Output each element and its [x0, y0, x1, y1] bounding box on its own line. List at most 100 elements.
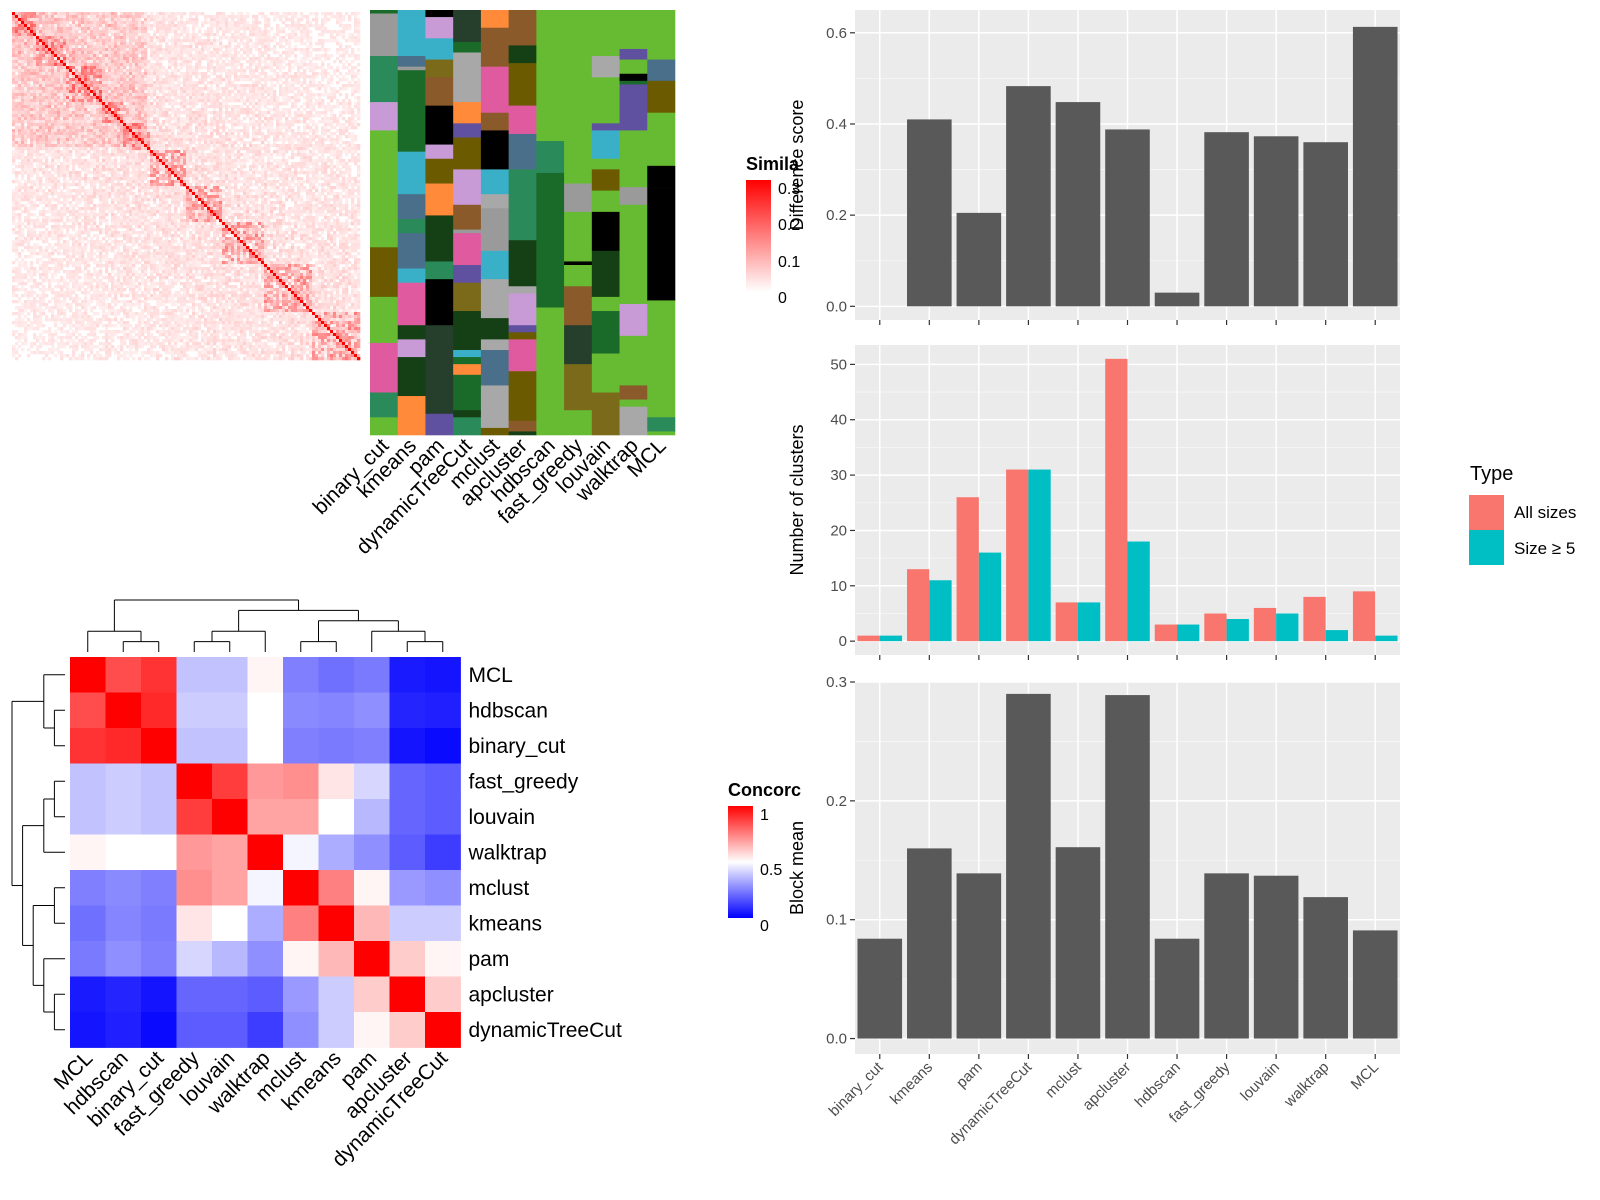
similarity-cell: [282, 30, 286, 34]
similarity-cell: [165, 48, 169, 52]
similarity-cell: [153, 30, 157, 34]
similarity-cell: [117, 129, 121, 133]
similarity-cell: [153, 24, 157, 28]
similarity-cell: [315, 162, 319, 166]
similarity-cell: [141, 15, 145, 19]
similarity-cell: [84, 75, 88, 79]
similarity-cell: [90, 30, 94, 34]
similarity-cell: [309, 129, 313, 133]
similarity-cell: [87, 111, 91, 115]
similarity-cell: [93, 123, 97, 127]
similarity-cell: [147, 105, 151, 109]
similarity-cell: [252, 24, 256, 28]
similarity-cell: [93, 105, 97, 109]
similarity-cell: [105, 51, 109, 55]
similarity-cell: [306, 144, 310, 148]
similarity-cell: [237, 30, 241, 34]
similarity-cell: [30, 36, 34, 40]
similarity-cell: [333, 30, 337, 34]
similarity-cell: [213, 105, 217, 109]
similarity-cell: [168, 156, 172, 160]
similarity-cell: [294, 162, 298, 166]
similarity-cell: [60, 138, 64, 142]
similarity-cell: [81, 30, 85, 34]
similarity-cell: [258, 114, 262, 118]
similarity-cell: [198, 27, 202, 31]
similarity-cell: [135, 24, 139, 28]
similarity-cell: [102, 12, 106, 16]
similarity-cell: [114, 81, 118, 85]
similarity-cell: [252, 33, 256, 37]
similarity-cell: [21, 96, 25, 100]
similarity-cell: [123, 75, 127, 79]
similarity-cell: [69, 105, 73, 109]
similarity-cell: [138, 120, 142, 124]
similarity-cell: [33, 45, 37, 49]
similarity-cell: [258, 153, 262, 157]
similarity-cell: [96, 63, 100, 67]
similarity-cell: [45, 144, 49, 148]
similarity-cell: [51, 78, 55, 82]
similarity-cell: [279, 102, 283, 106]
similarity-cell: [24, 63, 28, 67]
similarity-cell: [57, 165, 61, 169]
similarity-cell: [60, 54, 64, 58]
similarity-cell: [21, 147, 25, 151]
similarity-cell: [147, 153, 151, 157]
similarity-cell: [198, 117, 202, 121]
similarity-cell: [42, 24, 46, 28]
similarity-cell: [96, 72, 100, 76]
similarity-cell: [72, 114, 76, 118]
similarity-cell: [102, 132, 106, 136]
similarity-cell: [27, 39, 31, 43]
similarity-cell: [204, 87, 208, 91]
similarity-cell: [285, 57, 289, 61]
similarity-cell: [198, 72, 202, 76]
similarity-cell: [42, 18, 46, 22]
similarity-cell: [171, 156, 175, 160]
similarity-cell: [264, 51, 268, 55]
similarity-cell: [264, 33, 268, 37]
similarity-cell: [72, 123, 76, 127]
similarity-cell: [282, 96, 286, 100]
similarity-cell: [351, 153, 355, 157]
similarity-cell: [285, 18, 289, 22]
similarity-cell: [42, 117, 46, 121]
similarity-cell: [51, 99, 55, 103]
similarity-cell: [135, 111, 139, 115]
similarity-cell: [306, 21, 310, 25]
similarity-cell: [354, 42, 358, 46]
similarity-cell: [129, 156, 133, 160]
similarity-cell: [243, 108, 247, 112]
similarity-cell: [33, 159, 37, 163]
similarity-cell: [291, 90, 295, 94]
similarity-cell: [267, 42, 271, 46]
similarity-cell: [114, 156, 118, 160]
similarity-cell: [324, 18, 328, 22]
similarity-cell: [288, 45, 292, 49]
similarity-cell: [330, 126, 334, 130]
similarity-cell: [51, 69, 55, 73]
similarity-cell: [258, 102, 262, 106]
similarity-cell: [18, 21, 22, 25]
similarity-cell: [123, 93, 127, 97]
similarity-cell: [147, 87, 151, 91]
similarity-cell: [273, 102, 277, 106]
similarity-cell: [207, 21, 211, 25]
similarity-cell: [168, 141, 172, 145]
similarity-cell: [291, 144, 295, 148]
similarity-cell: [324, 111, 328, 115]
similarity-cell: [135, 12, 139, 16]
similarity-cell: [297, 39, 301, 43]
similarity-cell: [51, 150, 55, 154]
similarity-cell: [306, 126, 310, 130]
similarity-cell: [18, 18, 22, 22]
similarity-cell: [129, 45, 133, 49]
similarity-cell: [318, 96, 322, 100]
similarity-cell: [141, 144, 145, 148]
similarity-cell: [144, 150, 148, 154]
similarity-cell: [201, 99, 205, 103]
similarity-cell: [183, 156, 187, 160]
similarity-cell: [120, 99, 124, 103]
similarity-cell: [84, 105, 88, 109]
